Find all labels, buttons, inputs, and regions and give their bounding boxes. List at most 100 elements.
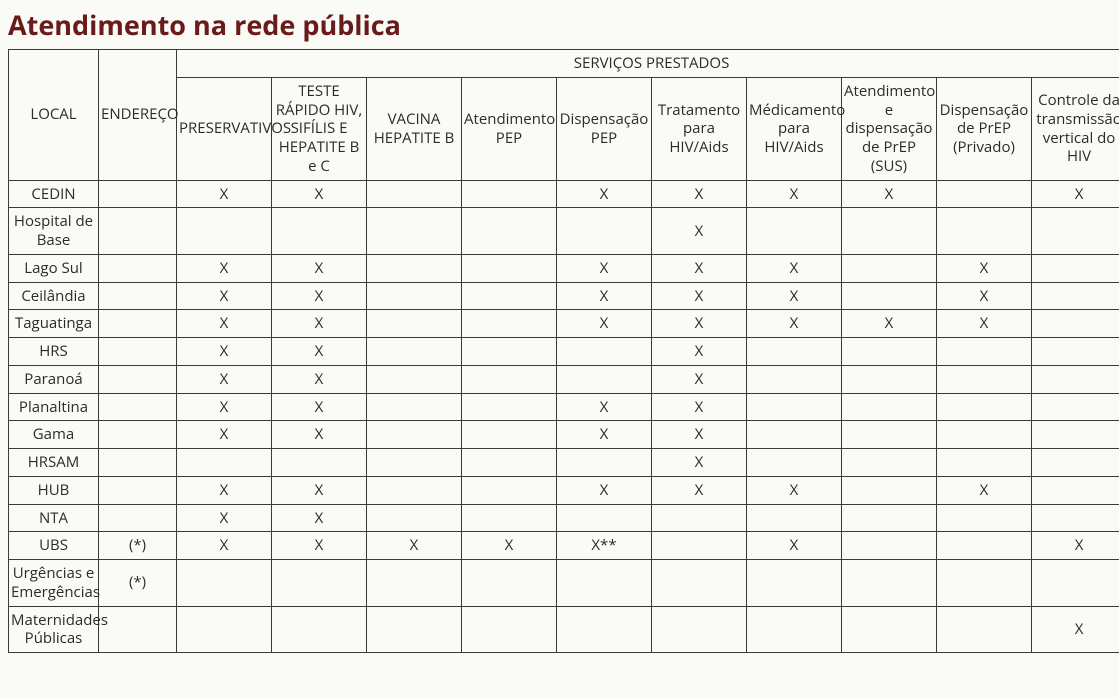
cell-service: X: [177, 476, 272, 504]
cell-service: [557, 208, 652, 255]
cell-service: [177, 449, 272, 477]
cell-service: [272, 208, 367, 255]
cell-service: X: [272, 254, 367, 282]
cell-service: [1032, 476, 1119, 504]
cell-service: [842, 449, 937, 477]
cell-service: [1032, 365, 1119, 393]
col-header-services-group: SERVIÇOS PRESTADOS: [177, 50, 1119, 78]
cell-service: X: [177, 365, 272, 393]
col-header-service: Atendimento PEP: [462, 77, 557, 180]
cell-service: X: [842, 310, 937, 338]
cell-service: [177, 208, 272, 255]
col-header-service: Controle da transmissão vertical do HIV: [1032, 77, 1119, 180]
cell-endereco: [99, 254, 177, 282]
cell-service: [842, 606, 937, 653]
cell-local: Lago Sul: [9, 254, 99, 282]
cell-service: [367, 449, 462, 477]
cell-local: Planaltina: [9, 393, 99, 421]
cell-endereco: [99, 338, 177, 366]
cell-service: [747, 504, 842, 532]
cell-service: [367, 282, 462, 310]
cell-service: [747, 365, 842, 393]
cell-endereco: (*): [99, 560, 177, 607]
cell-service: [937, 393, 1032, 421]
cell-service: [1032, 208, 1119, 255]
cell-service: [367, 504, 462, 532]
cell-endereco: (*): [99, 532, 177, 560]
cell-service: [652, 532, 747, 560]
cell-endereco: [99, 180, 177, 208]
cell-local: Ceilândia: [9, 282, 99, 310]
cell-service: [367, 476, 462, 504]
cell-service: X**: [557, 532, 652, 560]
table-row: Hospital de Base X: [9, 208, 1119, 255]
cell-service: [462, 504, 557, 532]
cell-service: X: [272, 532, 367, 560]
cell-endereco: [99, 310, 177, 338]
cell-service: [557, 606, 652, 653]
cell-service: [462, 393, 557, 421]
cell-service: [842, 393, 937, 421]
cell-endereco: [99, 365, 177, 393]
cell-service: [937, 180, 1032, 208]
cell-local: HRS: [9, 338, 99, 366]
cell-endereco: [99, 421, 177, 449]
cell-service: X: [652, 449, 747, 477]
cell-service: [937, 560, 1032, 607]
cell-service: [367, 254, 462, 282]
col-header-service: Tratamento para HIV/Aids: [652, 77, 747, 180]
cell-service: [937, 421, 1032, 449]
cell-service: [1032, 254, 1119, 282]
cell-service: [652, 504, 747, 532]
cell-service: [842, 282, 937, 310]
table-row: Urgências e Emergências(*): [9, 560, 1119, 607]
cell-service: [937, 208, 1032, 255]
cell-endereco: [99, 449, 177, 477]
cell-service: X: [177, 393, 272, 421]
cell-service: X: [272, 365, 367, 393]
cell-endereco: [99, 606, 177, 653]
cell-service: X: [652, 476, 747, 504]
cell-service: X: [842, 180, 937, 208]
cell-service: [462, 208, 557, 255]
cell-service: X: [937, 282, 1032, 310]
cell-service: [842, 476, 937, 504]
cell-service: X: [272, 310, 367, 338]
cell-local: HRSAM: [9, 449, 99, 477]
cell-local: Hospital de Base: [9, 208, 99, 255]
cell-service: [747, 560, 842, 607]
cell-service: [462, 476, 557, 504]
cell-service: X: [652, 393, 747, 421]
cell-service: [747, 393, 842, 421]
cell-service: X: [652, 208, 747, 255]
table-row: CEDINXXXXXXX: [9, 180, 1119, 208]
cell-service: [1032, 310, 1119, 338]
cell-service: [272, 449, 367, 477]
table-row: ParanoáXXX: [9, 365, 1119, 393]
table-row: GamaXXXX: [9, 421, 1119, 449]
cell-service: [747, 606, 842, 653]
cell-service: X: [747, 532, 842, 560]
cell-service: [462, 365, 557, 393]
cell-local: Gama: [9, 421, 99, 449]
cell-endereco: [99, 208, 177, 255]
cell-service: X: [652, 282, 747, 310]
cell-service: [367, 421, 462, 449]
cell-service: [367, 606, 462, 653]
cell-service: X: [177, 532, 272, 560]
cell-service: [557, 504, 652, 532]
cell-service: [1032, 560, 1119, 607]
cell-service: [842, 254, 937, 282]
cell-local: Paranoá: [9, 365, 99, 393]
table-row: TaguatingaXXXXXXX: [9, 310, 1119, 338]
page-title: Atendimento na rede pública: [8, 6, 1111, 43]
cell-service: [747, 208, 842, 255]
cell-service: [1032, 421, 1119, 449]
cell-service: [462, 560, 557, 607]
cell-service: X: [1032, 606, 1119, 653]
cell-service: X: [557, 476, 652, 504]
services-table: LOCAL ENDEREÇO SERVIÇOS PRESTADOS PRESER…: [8, 49, 1119, 653]
cell-service: X: [747, 254, 842, 282]
cell-service: [1032, 338, 1119, 366]
cell-service: [462, 421, 557, 449]
